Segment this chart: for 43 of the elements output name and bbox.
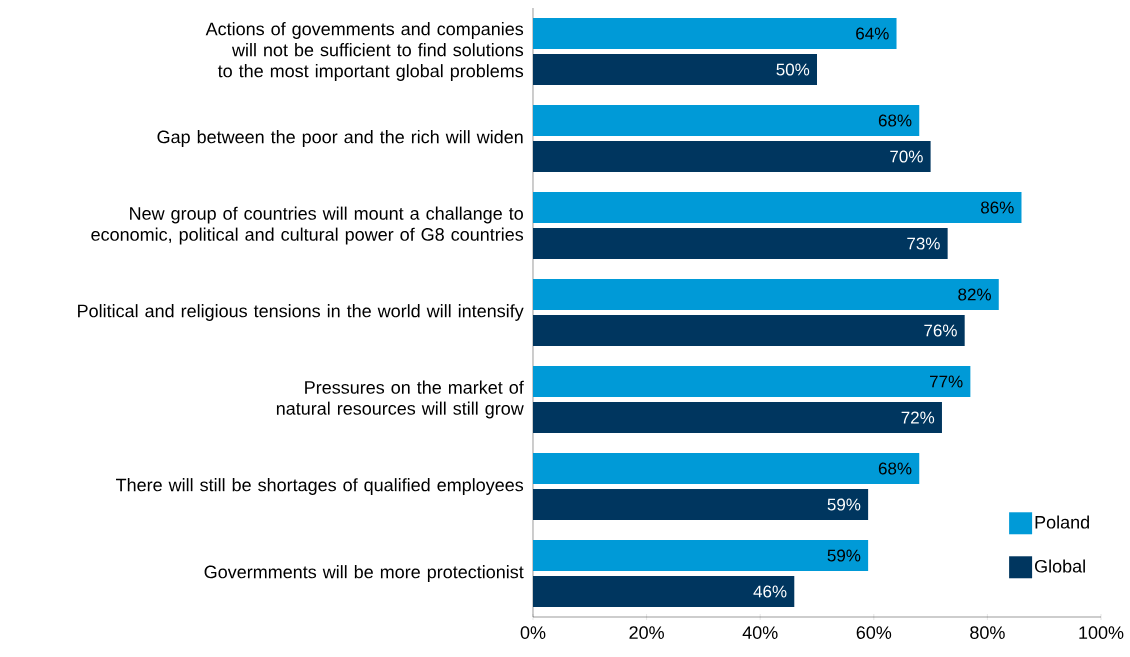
bar xyxy=(533,141,931,172)
bar xyxy=(533,105,920,136)
y-tick-label: Pressures on the market of natural resources will still grow xyxy=(276,380,524,419)
bar xyxy=(533,315,965,346)
bar xyxy=(533,402,942,433)
bar xyxy=(533,540,869,572)
y-tick-label: Gap between the poor and the rich will widen xyxy=(157,130,523,147)
data-label: 68% xyxy=(878,462,912,475)
data-label: 82% xyxy=(958,288,991,301)
x-tick-label: 80% xyxy=(970,626,1005,639)
bar xyxy=(533,54,817,85)
x-tick-label: 40% xyxy=(742,626,778,639)
legend-label: Global xyxy=(1035,559,1085,573)
bar xyxy=(533,192,1022,223)
y-tick-label: Govermments will be more protectionist xyxy=(204,565,524,582)
data-label: 73% xyxy=(907,237,940,250)
legend-label: Poland xyxy=(1035,515,1089,529)
x-tick-label: 20% xyxy=(629,626,664,639)
y-tick-label: Actions of govemments and companies will not be sufficient to find solutions to the most important global problems xyxy=(205,22,524,81)
data-label: 72% xyxy=(901,411,935,424)
data-label: 59% xyxy=(827,549,861,562)
data-label: 50% xyxy=(776,63,810,76)
bar xyxy=(533,366,971,397)
data-label: 59% xyxy=(827,498,861,511)
data-label: 64% xyxy=(856,27,889,40)
data-label: 46% xyxy=(753,585,787,598)
y-tick-label: There will still be shortages of qualified employees xyxy=(116,478,524,495)
data-label: 70% xyxy=(890,150,923,163)
data-label: 76% xyxy=(924,324,957,337)
bar xyxy=(533,228,948,259)
x-tick-label: 60% xyxy=(856,626,892,639)
bar xyxy=(533,279,999,310)
y-tick-label: Political and religious tensions in the world will intensify xyxy=(78,304,524,321)
bar xyxy=(533,18,897,49)
data-label: 68% xyxy=(878,114,912,127)
y-tick-label: New group of countries will mount a challange to economic, political and cultural power of G8 countries xyxy=(91,206,524,245)
data-label: 77% xyxy=(930,375,963,388)
data-label: 86% xyxy=(981,201,1014,214)
x-tick-label: 100% xyxy=(1079,626,1124,639)
bar xyxy=(533,576,795,608)
bar xyxy=(533,453,920,484)
x-tick-label: 0% xyxy=(520,626,546,639)
bar xyxy=(533,489,869,521)
